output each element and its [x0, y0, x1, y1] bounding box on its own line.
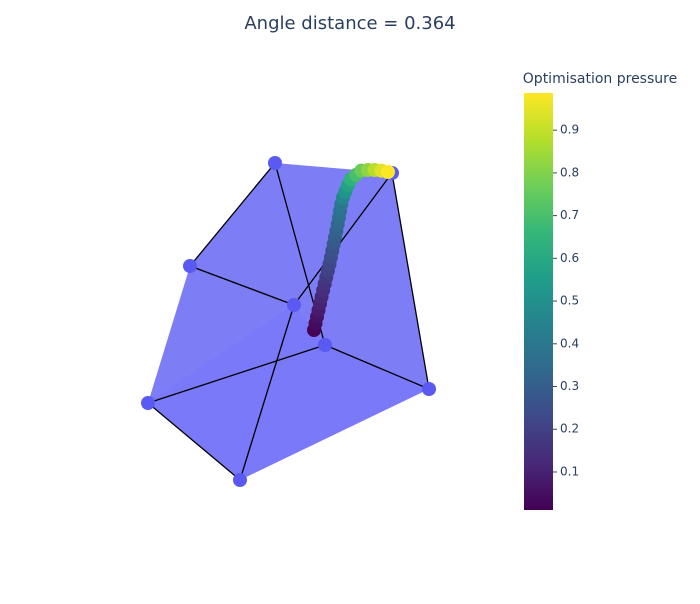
- trajectory-point: [381, 165, 395, 179]
- mesh: [141, 156, 436, 487]
- colorbar-tick-label: 0.7: [560, 208, 579, 222]
- colorbar-tick-label: 0.6: [560, 251, 579, 265]
- colorbar: [524, 93, 553, 510]
- colorbar-tick-label: 0.4: [560, 336, 579, 350]
- chart-title: Angle distance = 0.364: [244, 13, 455, 34]
- colorbar-tick-label: 0.8: [560, 165, 579, 179]
- colorbar-title: Optimisation pressure: [523, 71, 677, 87]
- colorbar-tick-label: 0.1: [560, 464, 579, 478]
- colorbar-tick-label: 0.3: [560, 379, 579, 393]
- mesh-face: [148, 305, 429, 480]
- colorbar-tick-label: 0.5: [560, 294, 579, 308]
- colorbar-tick-label: 0.2: [560, 422, 579, 436]
- colorbar-tick-label: 0.9: [560, 123, 579, 137]
- trajectory: [307, 163, 395, 337]
